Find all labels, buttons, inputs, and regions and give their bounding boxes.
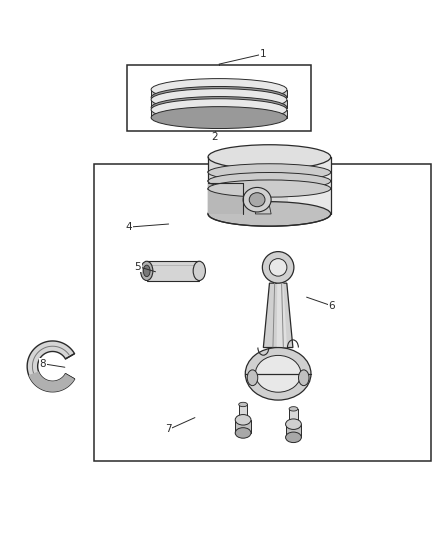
- Polygon shape: [208, 157, 331, 214]
- Ellipse shape: [143, 265, 150, 277]
- Text: 7: 7: [165, 424, 172, 434]
- Ellipse shape: [235, 415, 251, 425]
- Text: 6: 6: [328, 301, 336, 311]
- Ellipse shape: [243, 188, 271, 212]
- Ellipse shape: [208, 201, 331, 226]
- Polygon shape: [151, 110, 287, 118]
- Polygon shape: [255, 201, 271, 214]
- Ellipse shape: [151, 99, 287, 120]
- Ellipse shape: [151, 88, 287, 110]
- Polygon shape: [239, 405, 247, 433]
- Ellipse shape: [208, 173, 331, 190]
- Polygon shape: [288, 157, 331, 214]
- Ellipse shape: [151, 96, 287, 118]
- Polygon shape: [263, 283, 293, 348]
- Ellipse shape: [289, 407, 298, 411]
- Text: 1: 1: [259, 49, 266, 59]
- Ellipse shape: [141, 261, 153, 280]
- Ellipse shape: [239, 402, 247, 407]
- Text: 5: 5: [134, 262, 141, 271]
- Ellipse shape: [269, 259, 287, 276]
- Ellipse shape: [249, 193, 265, 207]
- Polygon shape: [208, 183, 243, 214]
- Ellipse shape: [286, 432, 301, 442]
- Ellipse shape: [208, 145, 331, 169]
- Polygon shape: [286, 424, 301, 437]
- Polygon shape: [151, 90, 287, 98]
- Text: 4: 4: [126, 222, 133, 232]
- Polygon shape: [235, 420, 251, 433]
- Text: 8: 8: [39, 359, 46, 369]
- Ellipse shape: [262, 252, 294, 283]
- Ellipse shape: [208, 164, 331, 181]
- Ellipse shape: [286, 419, 301, 430]
- Polygon shape: [151, 100, 287, 108]
- Polygon shape: [289, 409, 298, 437]
- Text: 2: 2: [211, 132, 218, 142]
- Ellipse shape: [255, 356, 301, 392]
- Ellipse shape: [245, 348, 311, 400]
- Ellipse shape: [247, 370, 258, 386]
- Ellipse shape: [235, 427, 251, 438]
- Ellipse shape: [193, 261, 205, 280]
- Ellipse shape: [151, 78, 287, 101]
- Ellipse shape: [151, 86, 287, 108]
- Ellipse shape: [298, 370, 309, 386]
- Polygon shape: [147, 261, 199, 280]
- Polygon shape: [27, 341, 74, 392]
- Polygon shape: [28, 372, 74, 392]
- Ellipse shape: [151, 107, 287, 128]
- Polygon shape: [277, 283, 287, 348]
- Ellipse shape: [208, 180, 331, 197]
